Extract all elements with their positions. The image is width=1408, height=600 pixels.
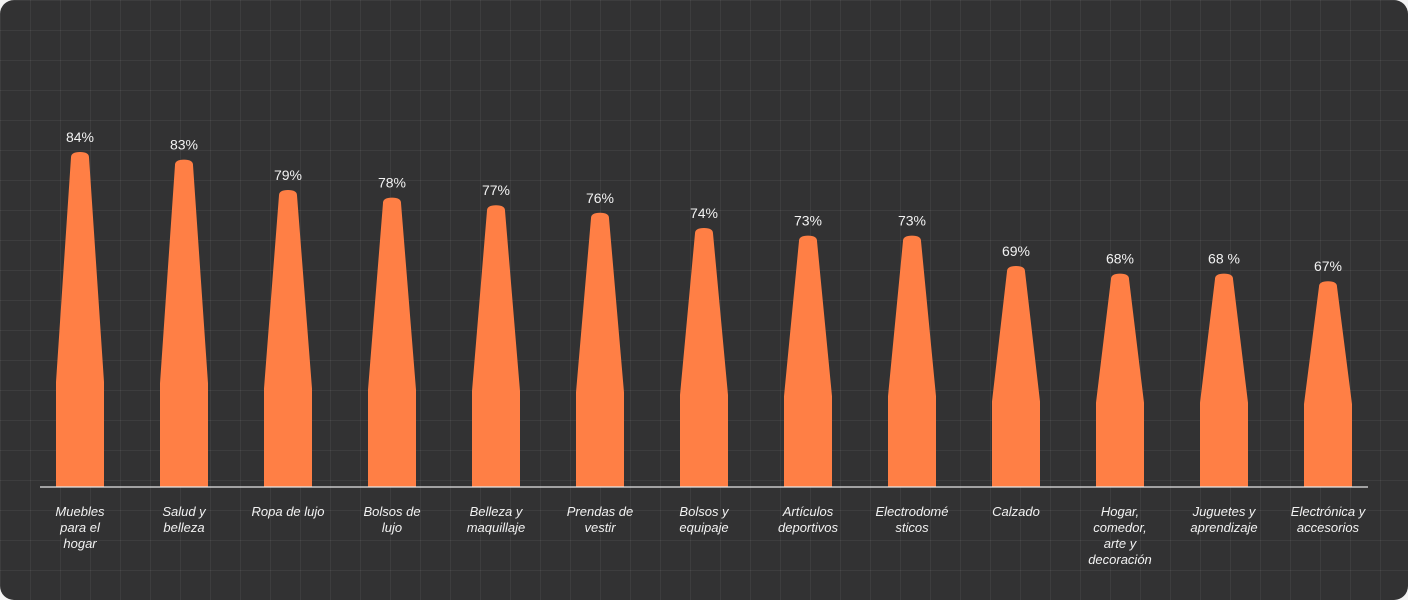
bars-group <box>56 152 1352 488</box>
bar <box>888 235 936 487</box>
bar-value-label: 83% <box>170 137 198 153</box>
bar <box>1096 273 1144 487</box>
bar <box>472 205 520 487</box>
bar-value-label: 73% <box>794 213 822 229</box>
category-label: Juguetes y aprendizaje <box>1190 504 1257 535</box>
bar-value-label: 74% <box>690 205 718 221</box>
bar-value-label: 67% <box>1314 258 1342 274</box>
bar <box>264 190 312 487</box>
bar-value-label: 68 % <box>1208 251 1240 267</box>
bar-value-label: 68% <box>1106 251 1134 267</box>
bar-value-label: 78% <box>378 175 406 191</box>
category-label: Salud y belleza <box>162 504 207 535</box>
category-label: Bolsos de lujo <box>363 504 420 535</box>
category-label: Electrodomé sticos <box>876 504 949 535</box>
bar <box>1304 281 1352 487</box>
category-label: Electrónica y accesorios <box>1291 504 1367 535</box>
category-label: Ropa de lujo <box>252 504 325 519</box>
bar <box>368 197 416 487</box>
bar-value-label: 76% <box>586 190 614 206</box>
category-label: Hogar, comedor, arte y decoración <box>1088 504 1152 567</box>
category-label: Calzado <box>992 504 1040 519</box>
bar <box>992 266 1040 487</box>
category-label: Belleza y maquillaje <box>467 504 526 535</box>
category-label: Bolsos y equipaje <box>679 504 730 535</box>
labels-group: 84% Muebles para el hogar 83% Salud y belleza 7… <box>55 129 1366 567</box>
bar <box>784 235 832 487</box>
bar-value-label: 84% <box>66 129 94 145</box>
bar <box>680 228 728 487</box>
category-label: Muebles para el hogar <box>55 504 105 551</box>
category-label: Artículos deportivos <box>778 504 838 535</box>
bar-value-label: 79% <box>274 167 302 183</box>
bar-value-label: 69% <box>1002 243 1030 259</box>
bar <box>576 212 624 488</box>
bar <box>1200 273 1248 487</box>
bar-value-label: 73% <box>898 213 926 229</box>
bar <box>56 152 104 487</box>
bar <box>160 159 208 487</box>
bar-value-label: 77% <box>482 182 510 198</box>
category-label: Prendas de vestir <box>567 504 634 535</box>
